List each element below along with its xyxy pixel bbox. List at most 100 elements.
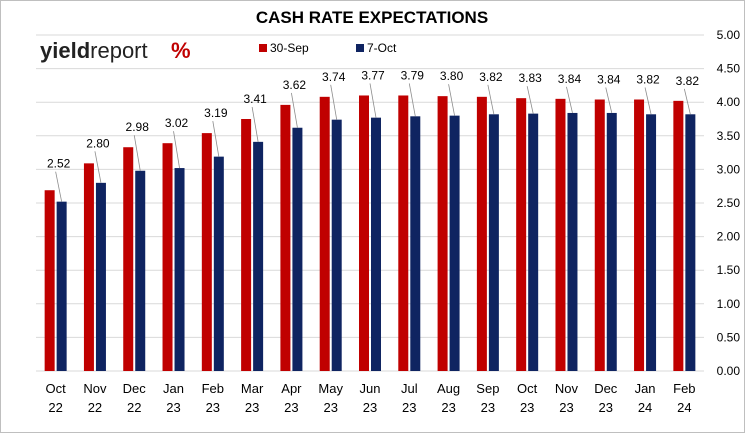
x-category-year: 24: [638, 400, 652, 415]
bar-7-oct: [449, 115, 460, 371]
x-category-year: 22: [48, 400, 62, 415]
bar-30-sep: [555, 98, 566, 371]
y-tick-label: 0.00: [717, 364, 741, 378]
label-leader-line: [173, 131, 180, 169]
data-label: 3.77: [361, 68, 385, 82]
bar-7-oct: [253, 141, 264, 371]
logo-yield: yield: [40, 38, 90, 63]
y-tick-label: 2.00: [717, 230, 741, 244]
label-leader-line: [133, 135, 141, 171]
x-category-month: Jan: [163, 381, 184, 396]
data-label: 2.80: [86, 136, 110, 150]
bar-7-oct: [292, 127, 303, 372]
x-category-month: Feb: [673, 381, 695, 396]
x-category-month: Sep: [476, 381, 499, 396]
label-leader-line: [566, 86, 573, 114]
bar-30-sep: [398, 95, 409, 371]
data-label: 3.41: [243, 92, 267, 106]
gridlines: [36, 34, 704, 372]
x-category-month: Oct: [46, 381, 67, 396]
x-category-month: Feb: [202, 381, 224, 396]
x-category-year: 23: [245, 400, 259, 415]
bar-7-oct: [528, 113, 539, 372]
bars: [44, 95, 696, 372]
bar-7-oct: [685, 114, 696, 372]
x-category-month: Aug: [437, 381, 460, 396]
data-label: 2.52: [47, 157, 71, 171]
y-tick-label: 2.50: [717, 196, 741, 210]
x-category-month: Nov: [555, 381, 579, 396]
bar-30-sep: [280, 104, 291, 371]
data-label: 3.62: [283, 78, 307, 92]
y-axis-ticks: 0.00 0.50 1.00 1.50 2.00 2.50 3.00 3.50 4.00 4.50…: [717, 28, 741, 378]
data-label: 3.82: [636, 73, 660, 87]
x-category-month: May: [318, 381, 343, 396]
x-category-month: Mar: [241, 381, 264, 396]
chart-title: CASH RATE EXPECTATIONS: [256, 8, 488, 27]
y-tick-label: 5.00: [717, 28, 741, 42]
x-category-month: Apr: [281, 381, 302, 396]
bar-7-oct: [410, 116, 421, 371]
data-label: 3.84: [558, 72, 582, 86]
data-label: 3.02: [165, 116, 189, 130]
x-category-month: Jun: [360, 381, 381, 396]
bar-30-sep: [162, 143, 173, 371]
bar-30-sep: [476, 96, 487, 371]
data-label: 3.74: [322, 70, 346, 84]
x-category-year: 23: [481, 400, 495, 415]
legend-label-7-oct: 7-Oct: [367, 41, 397, 55]
x-category-month: Dec: [594, 381, 618, 396]
bar-7-oct: [95, 182, 106, 371]
bar-7-oct: [56, 201, 67, 371]
bar-30-sep: [634, 99, 645, 372]
label-leader-line: [369, 83, 377, 118]
x-category-year: 23: [559, 400, 573, 415]
label-leader-line: [330, 84, 338, 120]
y-tick-label: 4.50: [717, 62, 741, 76]
x-axis-categories: Oct 22 Nov 22 Dec 22 Jan 23 Feb 23 Mar 23 Apr 23 May 23…: [46, 381, 696, 415]
bar-7-oct: [174, 168, 185, 371]
x-category-year: 23: [363, 400, 377, 415]
x-category-month: Oct: [517, 381, 538, 396]
bar-30-sep: [673, 100, 684, 371]
bar-7-oct: [567, 112, 578, 372]
x-category-year: 23: [323, 400, 337, 415]
label-leader-line: [291, 92, 298, 128]
x-category-year: 22: [127, 400, 141, 415]
bar-30-sep: [241, 119, 252, 371]
bar-7-oct: [135, 170, 146, 371]
data-label: 2.98: [126, 120, 150, 134]
bar-30-sep: [201, 133, 212, 371]
x-category-month: Jul: [401, 381, 418, 396]
bar-30-sep: [594, 99, 605, 372]
y-tick-label: 3.50: [717, 129, 741, 143]
logo-wordmark: yieldreport: [40, 38, 148, 63]
bar-7-oct: [488, 114, 499, 372]
y-tick-label: 3.00: [717, 162, 741, 176]
x-category-year: 23: [599, 400, 613, 415]
logo: yieldreport %: [40, 38, 191, 63]
legend: 30-Sep 7-Oct: [259, 41, 397, 55]
bar-30-sep: [516, 98, 527, 371]
data-label: 3.80: [440, 69, 464, 83]
bar-7-oct: [213, 156, 224, 371]
label-leader-line: [448, 84, 455, 116]
label-leader-line: [487, 84, 495, 115]
label-leader-line: [212, 121, 220, 157]
x-category-year: 23: [520, 400, 534, 415]
bar-30-sep: [359, 95, 369, 371]
x-category-year: 24: [677, 400, 691, 415]
x-category-year: 23: [284, 400, 298, 415]
label-leader-line: [94, 151, 102, 183]
label-leader-line: [55, 171, 63, 202]
x-category-year: 23: [402, 400, 416, 415]
bar-7-oct: [606, 112, 617, 372]
bar-30-sep: [83, 163, 94, 371]
data-label: 3.82: [676, 74, 700, 88]
x-category-month: Dec: [123, 381, 147, 396]
bar-30-sep: [437, 96, 448, 371]
bar-30-sep: [44, 190, 55, 371]
x-category-year: 23: [441, 400, 455, 415]
y-tick-label: 1.00: [717, 297, 741, 311]
